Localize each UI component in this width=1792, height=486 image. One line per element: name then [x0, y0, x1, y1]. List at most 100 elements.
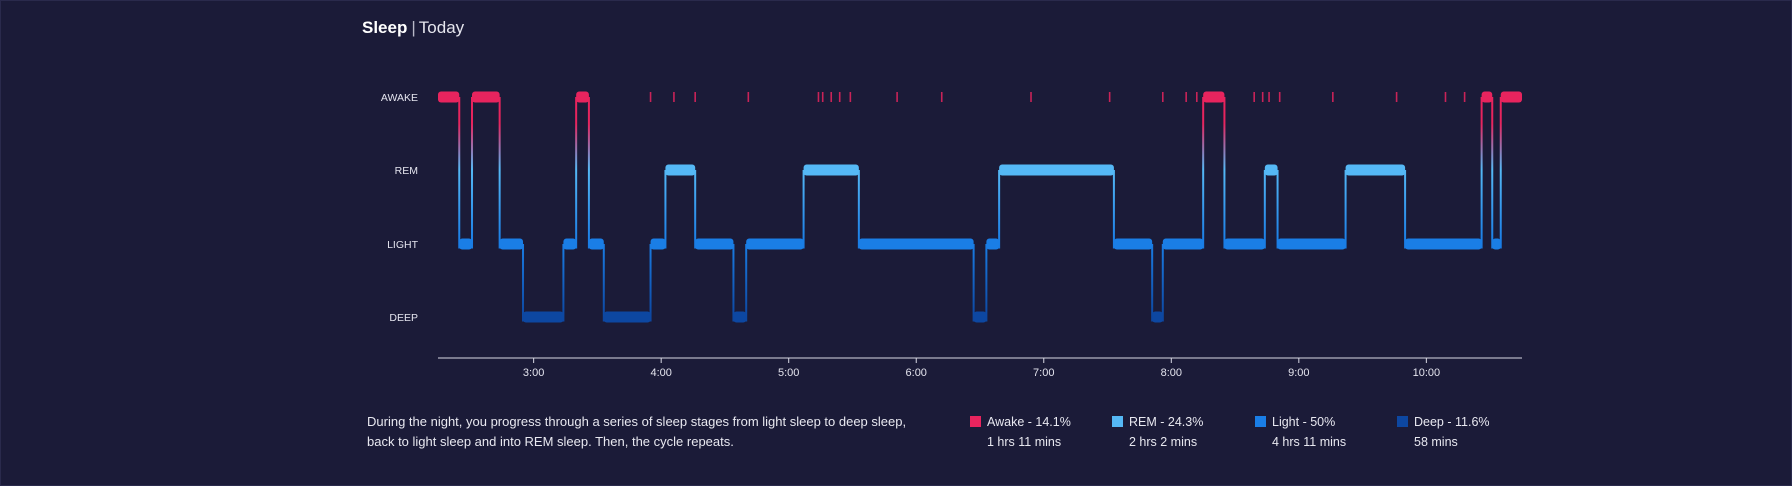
brief-awakening-mark: [694, 92, 696, 102]
stage-transition: [522, 244, 525, 322]
legend-duration-awake: 1 hrs 11 mins: [987, 435, 1062, 449]
chart-legend: Awake - 14.1% 1 hrs 11 mins REM - 24.3% …: [970, 412, 1530, 462]
brief-awakening-mark: [1332, 92, 1334, 102]
stage-transition: [458, 97, 461, 249]
brief-awakening-mark: [838, 92, 841, 102]
period-label: Today: [418, 18, 465, 37]
segment-light: [1224, 238, 1265, 250]
segment-light: [459, 238, 473, 250]
brief-awakening-mark: [940, 92, 943, 102]
y-label-awake: AWAKE: [381, 92, 418, 104]
brief-awakening-mark: [673, 92, 675, 102]
stage-transition: [1491, 97, 1494, 249]
stage-transition: [802, 170, 805, 249]
stage-transition: [587, 97, 590, 249]
x-tick-label: 10:00: [1413, 367, 1441, 379]
brief-awakening-mark: [821, 92, 824, 102]
x-tick-label: 9:00: [1288, 367, 1309, 379]
segment-deep: [733, 311, 747, 323]
stage-transition: [471, 97, 474, 249]
segment-rem: [1264, 164, 1278, 176]
segment-deep: [523, 311, 564, 323]
chart-description: During the night, you progress through a…: [367, 414, 907, 449]
stage-transition: [1499, 97, 1502, 249]
segment-light: [563, 238, 577, 250]
brief-awakening-mark: [817, 92, 820, 102]
segment-light: [1162, 238, 1204, 250]
segment-light: [746, 238, 804, 250]
brief-awakening-mark: [1030, 92, 1032, 102]
legend-label-rem: REM - 24.3%: [1129, 415, 1204, 429]
segment-rem: [1345, 164, 1406, 176]
segment-light: [499, 238, 524, 250]
legend-swatch-awake: [970, 416, 981, 427]
stage-transition: [1161, 244, 1164, 322]
legend-swatch-deep: [1397, 416, 1408, 427]
stage-transition: [575, 97, 578, 249]
stage-transition: [562, 244, 565, 322]
segment-rem: [803, 164, 859, 176]
brief-awakening-mark: [1261, 92, 1264, 102]
segment-awake: [1500, 91, 1522, 103]
y-label-light: LIGHT: [387, 239, 419, 251]
brief-awakening-mark: [849, 92, 852, 102]
segment-awake: [1203, 91, 1225, 103]
stage-transition: [694, 170, 697, 249]
segment-awake: [472, 91, 500, 103]
segment-deep: [603, 311, 651, 323]
legend-item-light: Light - 50% 4 hrs 11 mins: [1255, 412, 1346, 452]
legend-duration-deep: 58 mins: [1414, 435, 1458, 449]
x-tick-label: 3:00: [523, 367, 544, 379]
segment-light: [1405, 238, 1482, 250]
segment-light: [695, 238, 734, 250]
segment-awake: [576, 91, 589, 103]
brief-awakening-mark: [1196, 92, 1198, 102]
segment-light: [1277, 238, 1346, 250]
brief-awakening-mark: [1108, 92, 1111, 102]
brief-awakening-mark: [1278, 92, 1281, 102]
stage-transition: [732, 244, 735, 322]
brief-awakening-mark: [1253, 92, 1255, 102]
legend-label-deep: Deep - 11.6%: [1414, 415, 1490, 429]
x-tick-label: 6:00: [906, 367, 927, 379]
stage-transition: [972, 244, 975, 322]
segment-rem: [999, 164, 1114, 176]
brief-awakening-mark: [830, 92, 833, 102]
legend-duration-rem: 2 hrs 2 mins: [1129, 435, 1198, 449]
segment-light: [858, 238, 974, 250]
stage-transition: [649, 244, 652, 322]
legend-item-awake: Awake - 14.1% 1 hrs 11 mins: [970, 412, 1071, 452]
stage-transition: [1480, 97, 1483, 249]
brief-awakening-mark: [1444, 92, 1447, 102]
legend-label-light: Light - 50%: [1272, 415, 1336, 429]
stage-transition: [1112, 170, 1115, 249]
title-text: Sleep: [362, 18, 408, 37]
brief-awakening-mark: [649, 92, 652, 102]
brief-awakening-mark: [1268, 92, 1270, 102]
stage-transition: [998, 170, 1001, 249]
title-separator: |: [411, 18, 416, 37]
brief-awakening-mark: [1185, 92, 1187, 102]
segment-awake: [438, 91, 460, 103]
stage-transition: [1404, 170, 1407, 249]
legend-item-rem: REM - 24.3% 2 hrs 2 mins: [1112, 412, 1203, 452]
stage-transition: [1223, 97, 1226, 249]
segment-light: [650, 238, 666, 250]
stage-transition: [745, 244, 748, 322]
brief-awakening-mark: [1463, 92, 1466, 102]
stage-transition: [857, 170, 860, 249]
brief-awakening-mark: [747, 92, 750, 102]
segment-deep: [973, 311, 987, 323]
stage-transition: [1263, 170, 1266, 249]
brief-awakening-mark: [1395, 92, 1398, 102]
segment-awake: [1481, 91, 1493, 103]
y-label-deep: DEEP: [389, 312, 418, 324]
x-tick-label: 8:00: [1161, 367, 1182, 379]
x-tick-label: 5:00: [778, 367, 799, 379]
stage-transition: [1151, 244, 1154, 322]
page-title: Sleep | Today: [362, 18, 464, 38]
y-label-rem: REM: [395, 165, 418, 177]
stage-transition: [1202, 97, 1205, 249]
brief-awakening-mark: [896, 92, 898, 102]
